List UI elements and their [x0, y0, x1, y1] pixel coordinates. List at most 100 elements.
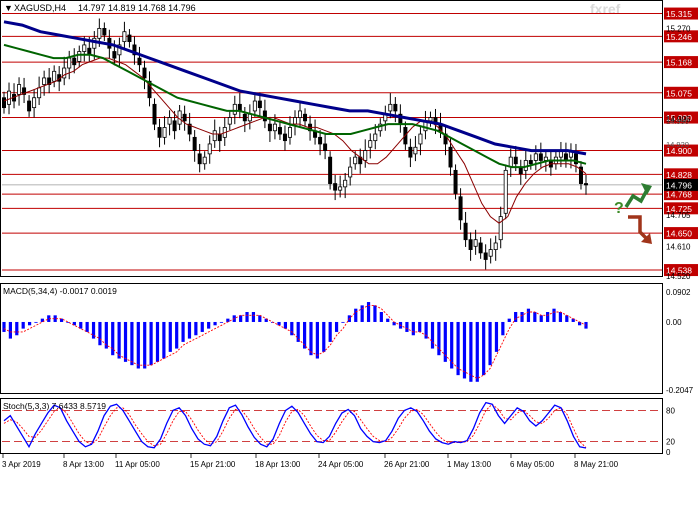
time-tick-label: 11 Apr 05:00	[115, 460, 160, 469]
macd-bar	[418, 321, 422, 332]
price-tick-label-faded: 14.990	[666, 117, 689, 126]
macd-bar	[488, 321, 492, 366]
arrow-down-icon	[628, 215, 650, 242]
price-axis: 15.315 15.246 15.168 15.075 15.000 14.900 14.8…	[664, 7, 698, 281]
macd-bar	[27, 321, 32, 326]
macd-bar	[130, 321, 134, 366]
candle-bear	[132, 44, 137, 56]
level-label: 14.650	[666, 229, 692, 239]
time-tick-label: 24 Apr 05:00	[318, 460, 364, 469]
macd-bar	[168, 321, 172, 352]
macd-bar	[354, 308, 358, 322]
macd-bar	[155, 321, 160, 362]
macd-bar	[437, 321, 441, 356]
macd-bar	[111, 321, 115, 356]
macd-bar	[181, 321, 185, 342]
candle-bear	[47, 77, 52, 85]
candle-bull	[338, 186, 343, 191]
macd-bar	[53, 315, 57, 322]
macd-bar	[251, 312, 256, 322]
time-tick-label: 3 Apr 2019	[2, 460, 41, 469]
time-axis: 3 Apr 2019 8 Apr 13:00 11 Apr 05:00 15 Apr …	[2, 454, 619, 469]
candle-bear	[127, 34, 132, 43]
macd-bar	[430, 321, 435, 349]
macd-bar	[526, 308, 531, 322]
current-price-label: 14.796	[666, 180, 692, 190]
candle-bull	[7, 90, 12, 105]
candle-bear	[27, 100, 32, 112]
candle-bear	[578, 166, 583, 184]
candle-bear	[328, 156, 333, 184]
macd-bar	[424, 321, 428, 339]
macd-title: MACD(5,34,4) -0.0017 0.0019	[3, 286, 117, 296]
candle-bear	[458, 196, 463, 221]
macd-bar	[475, 321, 479, 382]
candle-bull	[363, 150, 368, 161]
level-label-bg	[664, 111, 698, 124]
macd-bar	[187, 321, 192, 339]
level-label: 14.768	[666, 190, 692, 200]
macd-bar	[296, 321, 300, 342]
macd-bar	[507, 318, 511, 322]
macd-bar	[59, 318, 64, 322]
macd-bar	[386, 318, 390, 322]
candle-bull	[373, 133, 378, 142]
price-tick-label: 15.270	[666, 24, 691, 33]
candle-bear	[217, 133, 222, 142]
macd-bar	[40, 318, 44, 322]
candle-bull	[292, 117, 297, 125]
macd-bar	[245, 312, 249, 322]
candle-bull	[252, 100, 257, 112]
macd-tick-label: 0.0902	[666, 288, 691, 297]
candle-bull	[32, 97, 37, 109]
stoch-tick-label: 80	[666, 406, 675, 415]
macd-bar	[283, 321, 288, 329]
level-label: 14.900	[666, 146, 692, 156]
level-label: 14.828	[666, 170, 692, 180]
level-label-bg	[664, 56, 698, 69]
price-tick-label: 14.705	[666, 211, 691, 220]
time-tick-label: 8 Apr 13:00	[63, 460, 104, 469]
stochastic-indicator: 80 200	[2, 401, 675, 457]
candle-bull	[67, 57, 72, 69]
macd-bar	[302, 321, 307, 349]
candle-bear	[152, 103, 157, 125]
candle-bear	[257, 100, 262, 109]
watermark: fxref	[590, 1, 621, 17]
macd-bar	[494, 321, 499, 352]
moving-averages	[3, 20, 587, 224]
macd-bar	[123, 321, 128, 362]
candle-bull	[122, 31, 127, 43]
candle-bull	[97, 28, 102, 39]
candle-bull	[167, 117, 172, 125]
watermark-text: fxref	[590, 1, 621, 17]
candle-bear	[483, 252, 488, 260]
candle-bear	[22, 87, 27, 95]
candle-bull	[42, 77, 47, 85]
macd-bar	[546, 312, 550, 322]
macd-bar	[462, 321, 467, 379]
header-icon[interactable]: ▼	[4, 3, 13, 13]
macd-bar	[501, 321, 505, 336]
level-label-bg	[664, 86, 698, 99]
macd-bar	[149, 321, 153, 366]
macd-bar	[85, 321, 89, 332]
stoch-tick-label: 20	[666, 438, 675, 447]
candle-bear	[137, 57, 142, 66]
ma-mid-line	[3, 43, 587, 169]
candle-bull	[17, 84, 22, 95]
candle-bull	[473, 239, 478, 247]
candle-bear	[2, 97, 7, 109]
candle-bear	[463, 222, 468, 241]
price-tick-label: 14.610	[666, 242, 691, 251]
ohlc-values: 14.797 14.819 14.768 14.796	[78, 3, 196, 13]
candle-bear	[408, 146, 413, 158]
level-label-bg	[664, 30, 698, 43]
macd-bar	[373, 305, 377, 322]
candle-bear	[323, 143, 328, 151]
candle-bear	[262, 110, 267, 122]
candle-bear	[282, 133, 287, 142]
macd-bar	[34, 321, 38, 323]
macd-bar	[482, 321, 486, 376]
